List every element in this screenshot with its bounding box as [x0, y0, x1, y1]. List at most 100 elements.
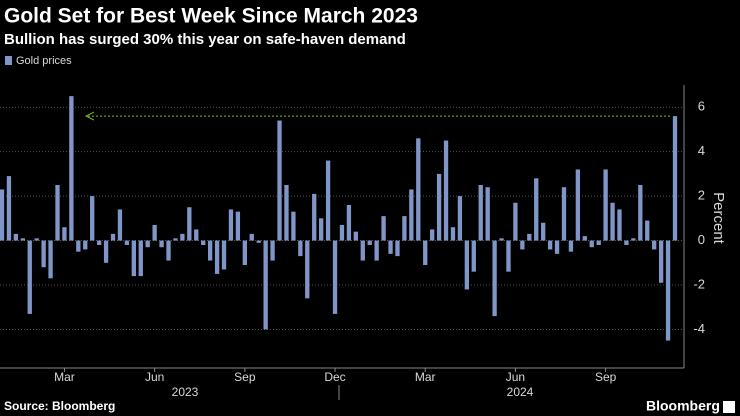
bar: [76, 240, 81, 252]
bar: [360, 240, 365, 261]
bar: [409, 189, 414, 241]
bar: [402, 216, 407, 241]
brand-icon: [723, 401, 735, 413]
bar: [603, 169, 608, 241]
bar: [582, 236, 587, 241]
x-tick-label: Sep: [234, 370, 256, 384]
bar: [83, 240, 88, 250]
y-tick-label: 6: [698, 99, 705, 114]
bar: [138, 240, 143, 277]
bar: [159, 240, 164, 248]
y-tick-label: -2: [693, 276, 705, 291]
x-tick-label: Jun: [145, 370, 164, 384]
bar: [90, 196, 95, 241]
bar: [575, 169, 581, 241]
bar: [34, 238, 39, 241]
bar: [513, 202, 518, 241]
y-tick-label: 0: [698, 232, 705, 247]
x-tick-label: Sep: [595, 370, 617, 384]
bar: [346, 205, 352, 241]
bar: [27, 240, 32, 314]
bar: [207, 240, 213, 261]
legend-label: Gold prices: [16, 55, 72, 67]
x-tick-label: Mar: [54, 370, 75, 384]
bar: [103, 240, 109, 263]
bar: [485, 187, 490, 241]
bar: [506, 240, 511, 272]
bar: [499, 238, 504, 241]
x-tick-label: Jun: [506, 370, 525, 384]
bar: [395, 240, 400, 257]
bar: [534, 178, 539, 241]
bar: [478, 185, 483, 241]
bar: [48, 240, 53, 279]
bar: [527, 233, 532, 241]
bar: [665, 240, 671, 341]
bar: [117, 209, 123, 241]
bar: [319, 218, 324, 241]
bar: [96, 240, 102, 245]
bar: [69, 96, 74, 241]
bar: [339, 225, 345, 241]
bar: [312, 193, 317, 241]
bar: [443, 140, 449, 241]
bar: [610, 202, 615, 241]
bar: [277, 120, 282, 241]
bar: [62, 227, 67, 241]
bar: [450, 227, 456, 241]
bar: [194, 229, 199, 241]
chart-title: Gold Set for Best Week Since March 2023: [4, 5, 418, 28]
legend-swatch: [5, 56, 12, 65]
bar: [325, 160, 331, 241]
bar: [457, 196, 463, 241]
x-tick-label: Dec: [324, 370, 345, 384]
bar: [249, 233, 254, 241]
bar: [263, 240, 268, 330]
bar: [617, 209, 622, 241]
bar: [561, 187, 567, 241]
bar: [270, 240, 275, 261]
highlight-arrow: [84, 111, 95, 121]
bar: [124, 240, 130, 245]
y-tick-label: 4: [698, 143, 705, 158]
bar: [291, 211, 296, 241]
bar: [180, 233, 185, 241]
bar: [541, 222, 546, 241]
bar: [436, 173, 442, 241]
bar: [284, 185, 289, 241]
bar: [658, 240, 664, 283]
bar: [464, 240, 470, 290]
bar: [596, 240, 601, 245]
bar: [201, 240, 206, 245]
chart-subtitle: Bullion has surged 30% this year on safe…: [4, 31, 406, 48]
bar: [471, 240, 476, 272]
x-tick-label: Mar: [415, 370, 436, 384]
bar: [589, 240, 594, 248]
bar: [173, 238, 178, 241]
bar: [554, 240, 560, 254]
bar: [228, 209, 234, 241]
bar: [672, 116, 678, 241]
bar: [110, 233, 116, 241]
bar: [0, 189, 5, 241]
bar: [13, 233, 19, 241]
bar: [298, 240, 303, 257]
bar: [55, 185, 60, 241]
bar: [388, 240, 393, 254]
bar: [416, 138, 421, 241]
bar: [20, 238, 25, 241]
bar: [568, 240, 574, 252]
bar: [367, 240, 372, 245]
bar: [631, 238, 636, 241]
bar: [235, 211, 241, 241]
bar: [652, 240, 657, 250]
y-tick-label: 2: [698, 188, 705, 203]
brand: Bloomberg: [646, 398, 720, 414]
bar: [374, 240, 379, 261]
bar: [624, 240, 629, 245]
bar: [645, 220, 650, 241]
bar: [41, 240, 46, 268]
bar: [547, 240, 553, 250]
bar: [214, 240, 220, 274]
